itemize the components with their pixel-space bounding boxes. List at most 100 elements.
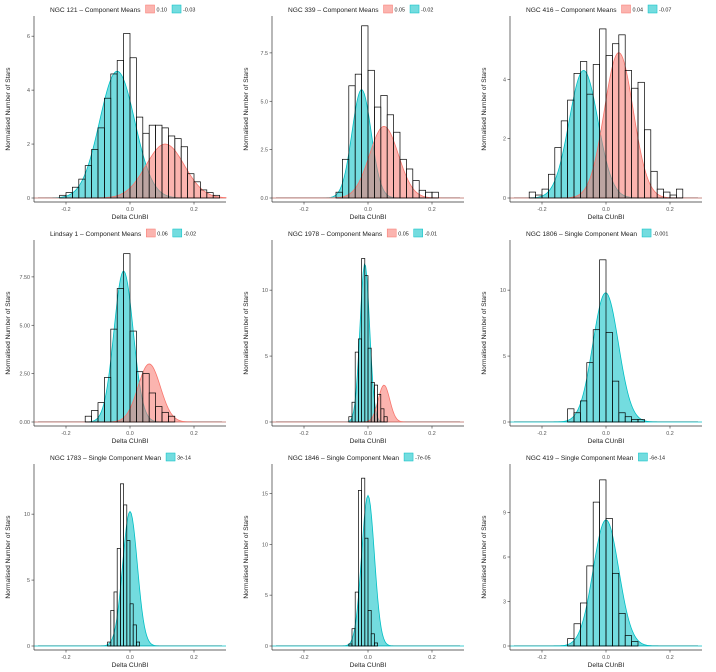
legend-label: -0.07	[659, 8, 671, 14]
y-axis-label: Normalised Number of Stars	[243, 291, 250, 375]
density-curve-red-1	[272, 384, 464, 423]
histogram-bar	[212, 194, 220, 199]
histogram-bar	[650, 170, 658, 199]
x-tick-label: -0.2	[299, 207, 308, 213]
y-tick-label: 0	[503, 644, 506, 650]
legend-label: -7e-05	[415, 456, 431, 462]
chart-title: NGC 339 – Component Means	[288, 7, 379, 14]
histogram-bar	[637, 419, 645, 423]
y-tick-label: 7.5	[261, 51, 269, 57]
y-tick-label: 0	[27, 644, 30, 650]
x-tick-label: 0.0	[364, 431, 372, 437]
histogram-bar	[644, 129, 652, 199]
y-tick-label: 5	[265, 593, 268, 599]
histogram-bar	[132, 624, 137, 647]
y-axis-label: Normalised Number of Stars	[5, 515, 12, 599]
chart-title: NGC 1783 – Single Component Mean	[50, 455, 161, 462]
chart-title: NGC 1846 – Single Component Mean	[288, 455, 399, 462]
chart-svg: NGC 121 – Component Means 0.10 -0.03 -0.2 0.…	[5, 4, 227, 221]
chart-title: NGC 121 – Component Means	[50, 7, 141, 14]
histogram-bar	[364, 537, 369, 647]
chart-panel: NGC 1806 – Single Component Mean -0.001 -0…	[476, 224, 714, 448]
y-tick-label: 5.00	[20, 323, 31, 329]
y-tick-label: 0	[503, 196, 506, 202]
chart-svg: NGC 1806 – Single Component Mean -0.001 -0…	[481, 228, 702, 445]
y-tick-label: 0	[27, 196, 30, 202]
histogram-bar	[126, 540, 131, 647]
x-tick-label: -0.2	[61, 655, 70, 661]
y-tick-label: 15	[262, 491, 268, 497]
legend-label: 3e-14	[177, 456, 191, 462]
x-tick-label: 0.2	[666, 431, 674, 437]
y-tick-label: 0	[503, 420, 506, 426]
x-tick-label: 0.2	[190, 431, 198, 437]
histogram-bar	[624, 635, 632, 647]
y-axis-label: Normalised Number of Stars	[5, 67, 12, 151]
legend-key-red	[145, 4, 155, 14]
histogram-bar	[370, 633, 375, 647]
histogram-bar	[528, 191, 536, 199]
x-tick-label: 0.0	[602, 655, 610, 661]
histogram-bar	[431, 191, 439, 199]
x-axis-label: Delta CUnBI	[112, 438, 149, 445]
legend-key-cyan	[641, 228, 652, 238]
chart-svg: NGC 1846 – Single Component Mean -7e-05 -0…	[243, 452, 464, 669]
y-tick-label: 10	[262, 288, 268, 294]
chart-title: NGC 1806 – Single Component Mean	[526, 231, 637, 238]
x-tick-label: -0.2	[61, 207, 70, 213]
x-axis-label: Delta CUnBI	[588, 214, 625, 221]
legend-key-cyan	[638, 452, 648, 462]
legend-label: 0.05	[398, 232, 409, 238]
y-tick-label: 10	[500, 288, 506, 294]
y-tick-label: 0.00	[20, 420, 31, 426]
legend-key-cyan	[409, 4, 420, 14]
chart-title: NGC 419 – Single Component Mean	[526, 455, 634, 462]
chart-svg: NGC 419 – Single Component Mean -6e-14 -0.…	[481, 452, 702, 669]
histogram-bar	[136, 641, 140, 647]
chart-svg: NGC 1783 – Single Component Mean 3e-14 -0.…	[5, 452, 226, 669]
histogram-bar	[631, 641, 639, 647]
y-tick-label: 4	[27, 88, 30, 94]
histogram-bar	[383, 416, 388, 423]
legend-key-red	[383, 4, 393, 14]
y-axis-label: Normalised Number of Stars	[481, 515, 488, 599]
legend-label: 0.10	[157, 8, 168, 14]
legend-key-cyan	[171, 4, 182, 14]
legend-key-cyan	[172, 228, 183, 238]
x-tick-label: 0.0	[126, 431, 134, 437]
x-axis-label: Delta CUnBI	[112, 214, 149, 221]
histogram-bar	[412, 180, 420, 199]
y-tick-label: 2	[27, 142, 30, 148]
y-tick-label: 5	[27, 578, 30, 584]
legend-key-cyan	[413, 228, 423, 238]
legend-label: -0.03	[183, 8, 195, 14]
chart-svg: NGC 1978 – Component Means 0.05 -0.01-0.2 0…	[243, 228, 464, 445]
x-tick-label: 0.2	[666, 655, 674, 661]
legend-label: -0.02	[421, 8, 433, 14]
chart-panel: Lindsay 1 – Component Means 0.06 -0.02 -0.2…	[0, 224, 238, 448]
y-axis-label: Normalised Number of Stars	[481, 67, 488, 151]
legend-key-cyan	[165, 452, 176, 462]
x-tick-label: 0.2	[428, 431, 436, 437]
x-tick-label: 0.0	[602, 207, 610, 213]
y-tick-label: 9	[503, 511, 506, 517]
chart-title: NGC 1978 – Component Means	[288, 231, 383, 238]
chart-panel: NGC 339 – Component Means 0.05 -0.02 -0.2 0.…	[238, 0, 476, 224]
chart-title: Lindsay 1 – Component Means	[50, 231, 142, 238]
histogram-bar	[180, 146, 188, 199]
histogram-bar	[84, 415, 92, 423]
y-tick-label: 6	[503, 555, 506, 561]
x-tick-label: 0.0	[602, 431, 610, 437]
x-tick-label: -0.2	[61, 431, 70, 437]
y-tick-label: 2.5	[261, 148, 269, 154]
y-tick-label: 10	[262, 542, 268, 548]
x-tick-label: 0.0	[364, 655, 372, 661]
histogram-bar	[377, 393, 382, 423]
legend-label: -0.02	[184, 232, 196, 238]
x-tick-label: -0.2	[299, 655, 308, 661]
x-tick-label: -0.2	[537, 655, 546, 661]
y-tick-label: 0	[265, 644, 268, 650]
y-tick-label: 7.50	[20, 275, 31, 281]
chart-panel: NGC 1846 – Single Component Mean -7e-05 -0…	[238, 448, 476, 672]
